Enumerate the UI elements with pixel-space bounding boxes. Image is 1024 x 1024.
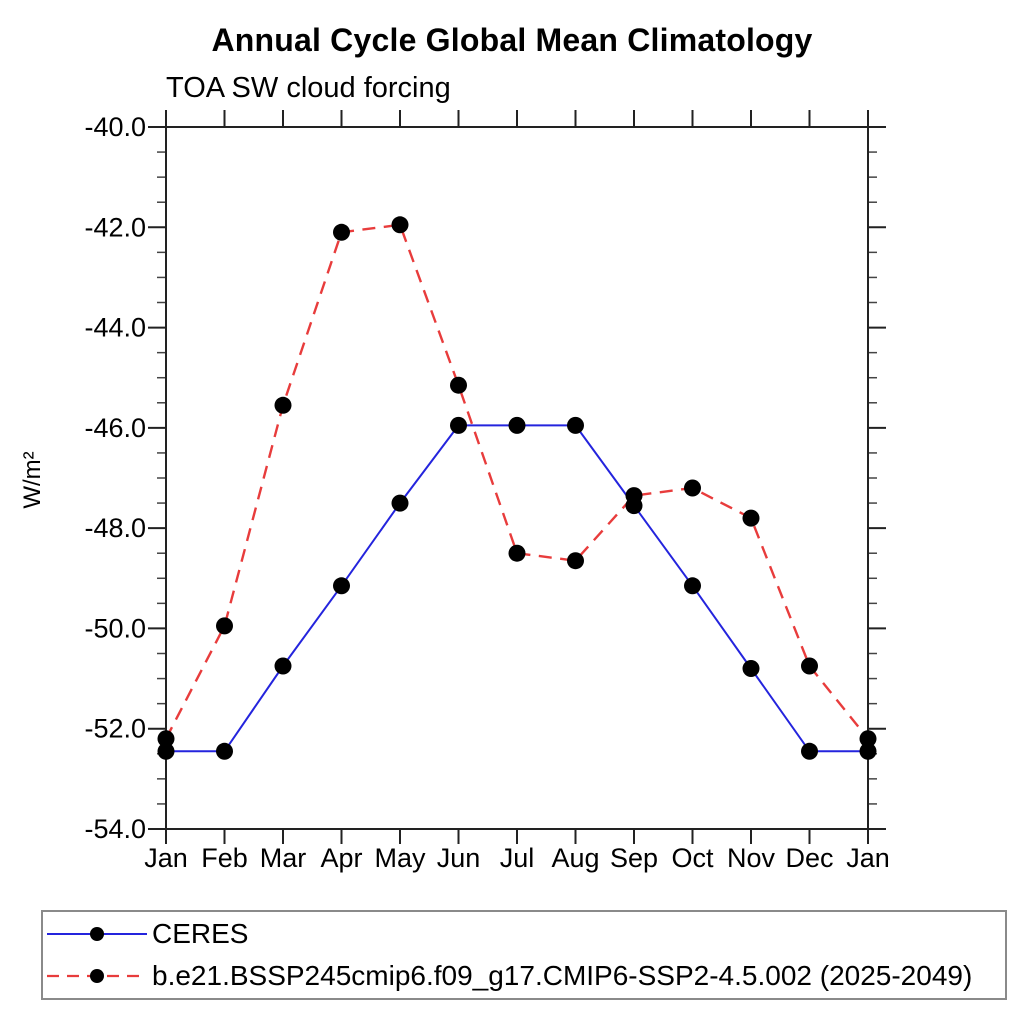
circle-marker-icon	[90, 927, 104, 941]
y-tick-label: -40.0	[84, 112, 146, 142]
legend-line-sample	[47, 969, 147, 983]
y-tick-label: -46.0	[84, 413, 146, 443]
y-tick-label: -54.0	[84, 814, 146, 844]
data-point-s0-Jan	[157, 742, 175, 760]
data-point-s0-May	[391, 494, 409, 512]
series-line-1	[164, 223, 869, 740]
x-tick-label: Dec	[785, 843, 833, 873]
chart-subtitle: TOA SW cloud forcing	[166, 72, 451, 104]
legend-item-label: CERES	[152, 918, 249, 949]
data-point-s1-Jan	[157, 730, 175, 748]
x-tick-label: Apr	[320, 843, 362, 873]
x-tick-label: Aug	[551, 843, 599, 873]
data-point-s1-Jul	[508, 544, 526, 562]
data-point-s1-Jan	[859, 730, 877, 748]
y-tick-label: -52.0	[84, 714, 146, 744]
data-point-s1-Apr	[333, 223, 350, 241]
x-tick-label: Oct	[671, 843, 714, 873]
data-point-s1-Nov	[742, 509, 760, 527]
data-point-s0-Nov	[742, 660, 760, 677]
data-point-s1-Oct	[684, 479, 701, 497]
data-point-s1-Jun	[450, 376, 467, 394]
y-tick-label: -44.0	[84, 313, 146, 343]
legend: CERES b.e21.BSSP245cmip6.f09_g17.CMIP6-SS…	[41, 910, 1007, 1000]
series-line-0	[166, 424, 868, 753]
y-tick-label: -50.0	[84, 613, 146, 643]
data-point-s1-Aug	[567, 552, 584, 570]
x-tick-label: Jun	[437, 843, 481, 873]
data-point-s0-Aug	[567, 416, 584, 434]
y-tick-label: -48.0	[84, 513, 146, 543]
data-point-s1-May	[391, 216, 409, 234]
plot-frame	[165, 126, 869, 830]
legend-item-0: CERES	[43, 913, 1005, 955]
data-point-s0-Feb	[216, 742, 233, 760]
legend-line-sample	[47, 927, 147, 941]
data-point-s1-Sep	[625, 487, 643, 505]
legend-item-label: b.e21.BSSP245cmip6.f09_g17.CMIP6-SSP2-4.…	[152, 960, 973, 991]
x-tick-label: Mar	[260, 843, 307, 873]
x-tick-label: Feb	[201, 843, 248, 873]
chart-title: Annual Cycle Global Mean Climatology	[211, 22, 813, 58]
data-point-s0-Apr	[333, 577, 350, 595]
x-tick-label: Sep	[610, 843, 658, 873]
legend-item-1: b.e21.BSSP245cmip6.f09_g17.CMIP6-SSP2-4.…	[43, 955, 1005, 997]
data-point-s0-Jun	[450, 416, 467, 434]
x-tick-label: Jul	[500, 843, 535, 873]
x-tick-label: Jan	[144, 843, 188, 873]
data-point-s1-Feb	[216, 617, 233, 635]
circle-marker-icon	[90, 969, 104, 983]
data-point-s0-Mar	[274, 657, 292, 675]
data-point-s0-Dec	[801, 742, 818, 760]
data-point-s0-Oct	[684, 577, 701, 595]
data-point-s0-Jul	[508, 416, 526, 434]
data-point-s1-Mar	[274, 396, 292, 414]
data-point-s1-Dec	[801, 657, 818, 675]
y-tick-label: -42.0	[84, 212, 146, 242]
x-tick-label: Jan	[846, 843, 890, 873]
data-point-s0-Jan	[859, 742, 877, 760]
x-tick-label: May	[374, 843, 426, 873]
x-tick-label: Nov	[727, 843, 776, 873]
